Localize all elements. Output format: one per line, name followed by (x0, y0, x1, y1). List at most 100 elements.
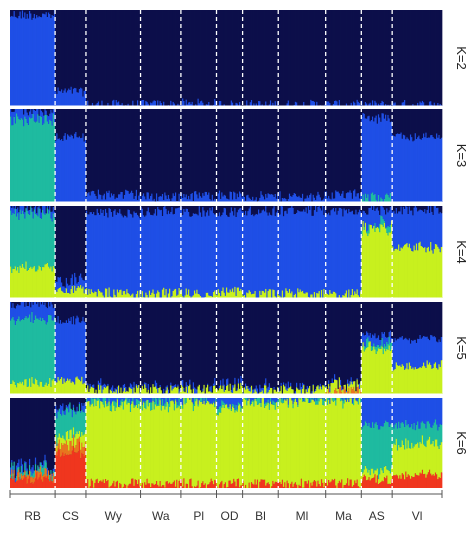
individual-bar-segment (182, 408, 184, 487)
individual-bar-segment (256, 398, 259, 405)
individual-bar-segment (61, 138, 63, 202)
individual-bar-segment (228, 480, 230, 488)
individual-bar-segment (258, 200, 260, 202)
individual-bar-segment (26, 318, 29, 387)
individual-bar-segment (294, 206, 297, 214)
individual-bar-segment (275, 482, 278, 488)
individual-bar-segment (226, 206, 228, 215)
individual-bar-segment (191, 10, 194, 102)
individual-bar-segment (26, 475, 29, 484)
individual-bar-segment (158, 292, 160, 298)
individual-bar-segment (415, 474, 418, 488)
individual-bar-segment (291, 109, 293, 197)
individual-bar-segment (21, 475, 24, 480)
individual-bar-segment (109, 405, 112, 411)
individual-bar-segment (263, 479, 266, 488)
individual-bar-segment (426, 302, 429, 337)
individual-bar-segment (123, 290, 126, 298)
individual-bar-segment (309, 109, 311, 196)
individual-bar-segment (344, 10, 347, 106)
individual-bar-segment (299, 10, 302, 106)
individual-bar-segment (373, 346, 375, 394)
individual-bar-segment (292, 398, 294, 404)
individual-bar-segment (277, 302, 279, 388)
individual-bar-segment (50, 470, 52, 474)
individual-bar-segment (374, 100, 376, 106)
individual-bar-segment (437, 479, 439, 488)
individual-bar-segment (373, 335, 375, 344)
individual-bar-segment (368, 224, 370, 234)
individual-bar-segment (332, 401, 335, 481)
individual-bar-segment (358, 103, 361, 106)
individual-bar-segment (36, 10, 38, 15)
individual-bar-segment (415, 138, 418, 202)
individual-bar-segment (120, 191, 122, 202)
individual-bar-segment (26, 13, 29, 106)
individual-bar-segment (243, 206, 246, 215)
individual-bar-segment (322, 109, 324, 200)
individual-bar-segment (94, 109, 96, 194)
individual-bar-segment (370, 119, 373, 194)
individual-bar-segment (59, 10, 62, 92)
individual-bar-segment (305, 198, 308, 202)
individual-bar-segment (129, 404, 132, 412)
individual-bar-segment (217, 408, 220, 416)
individual-bar-segment (180, 206, 183, 207)
individual-bar-segment (265, 101, 267, 106)
individual-bar-segment (186, 206, 189, 209)
individual-bar-segment (250, 403, 253, 483)
individual-bar-segment (223, 292, 226, 298)
individual-bar-segment (350, 192, 353, 202)
individual-bar-segment (222, 302, 224, 379)
individual-bar-segment (388, 483, 391, 488)
individual-bar-segment (385, 214, 387, 228)
individual-bar-segment (329, 403, 331, 483)
individual-bar-segment (265, 206, 267, 289)
individual-bar-segment (39, 16, 42, 107)
individual-bar-segment (364, 118, 367, 194)
individual-bar-segment (427, 439, 430, 473)
individual-bar-segment (358, 10, 361, 104)
individual-bar-segment (396, 450, 399, 476)
individual-bar-segment (323, 10, 325, 106)
individual-bar-segment (347, 192, 349, 202)
individual-bar-segment (246, 405, 248, 488)
individual-bar-segment (430, 135, 432, 202)
individual-bar-segment (348, 289, 350, 298)
individual-bar-segment (170, 100, 172, 106)
individual-bar-segment (40, 270, 43, 298)
individual-bar-segment (47, 479, 50, 488)
individual-bar-segment (273, 386, 276, 390)
individual-bar-segment (104, 199, 107, 202)
individual-bar-segment (285, 206, 287, 211)
individual-bar-segment (342, 388, 344, 390)
individual-bar-segment (268, 398, 271, 404)
individual-bar-segment (272, 302, 274, 394)
individual-bar-segment (114, 294, 116, 298)
individual-bar-segment (382, 302, 385, 334)
individual-bar-segment (196, 399, 198, 486)
individual-bar-segment (399, 365, 401, 394)
individual-bar-segment (247, 10, 249, 106)
individual-bar-segment (43, 206, 45, 214)
individual-bar-segment (377, 227, 380, 229)
individual-bar-segment (195, 213, 197, 294)
individual-bar-segment (49, 306, 51, 316)
individual-bar-segment (361, 428, 363, 474)
individual-bar-segment (57, 410, 60, 412)
individual-bar-segment (170, 211, 172, 298)
individual-bar-segment (290, 207, 292, 294)
individual-bar-segment (199, 212, 202, 296)
individual-bar-segment (255, 385, 258, 392)
individual-bar-segment (281, 302, 284, 394)
individual-bar-segment (222, 206, 224, 213)
individual-bar-segment (24, 470, 26, 476)
individual-bar-segment (99, 10, 101, 106)
individual-bar-segment (227, 302, 229, 379)
individual-bar-segment (47, 109, 50, 117)
individual-bar-segment (373, 195, 375, 202)
individual-bar-segment (277, 193, 279, 202)
individual-bar-segment (368, 233, 370, 298)
individual-bar-segment (250, 215, 253, 295)
individual-bar-segment (63, 90, 65, 106)
